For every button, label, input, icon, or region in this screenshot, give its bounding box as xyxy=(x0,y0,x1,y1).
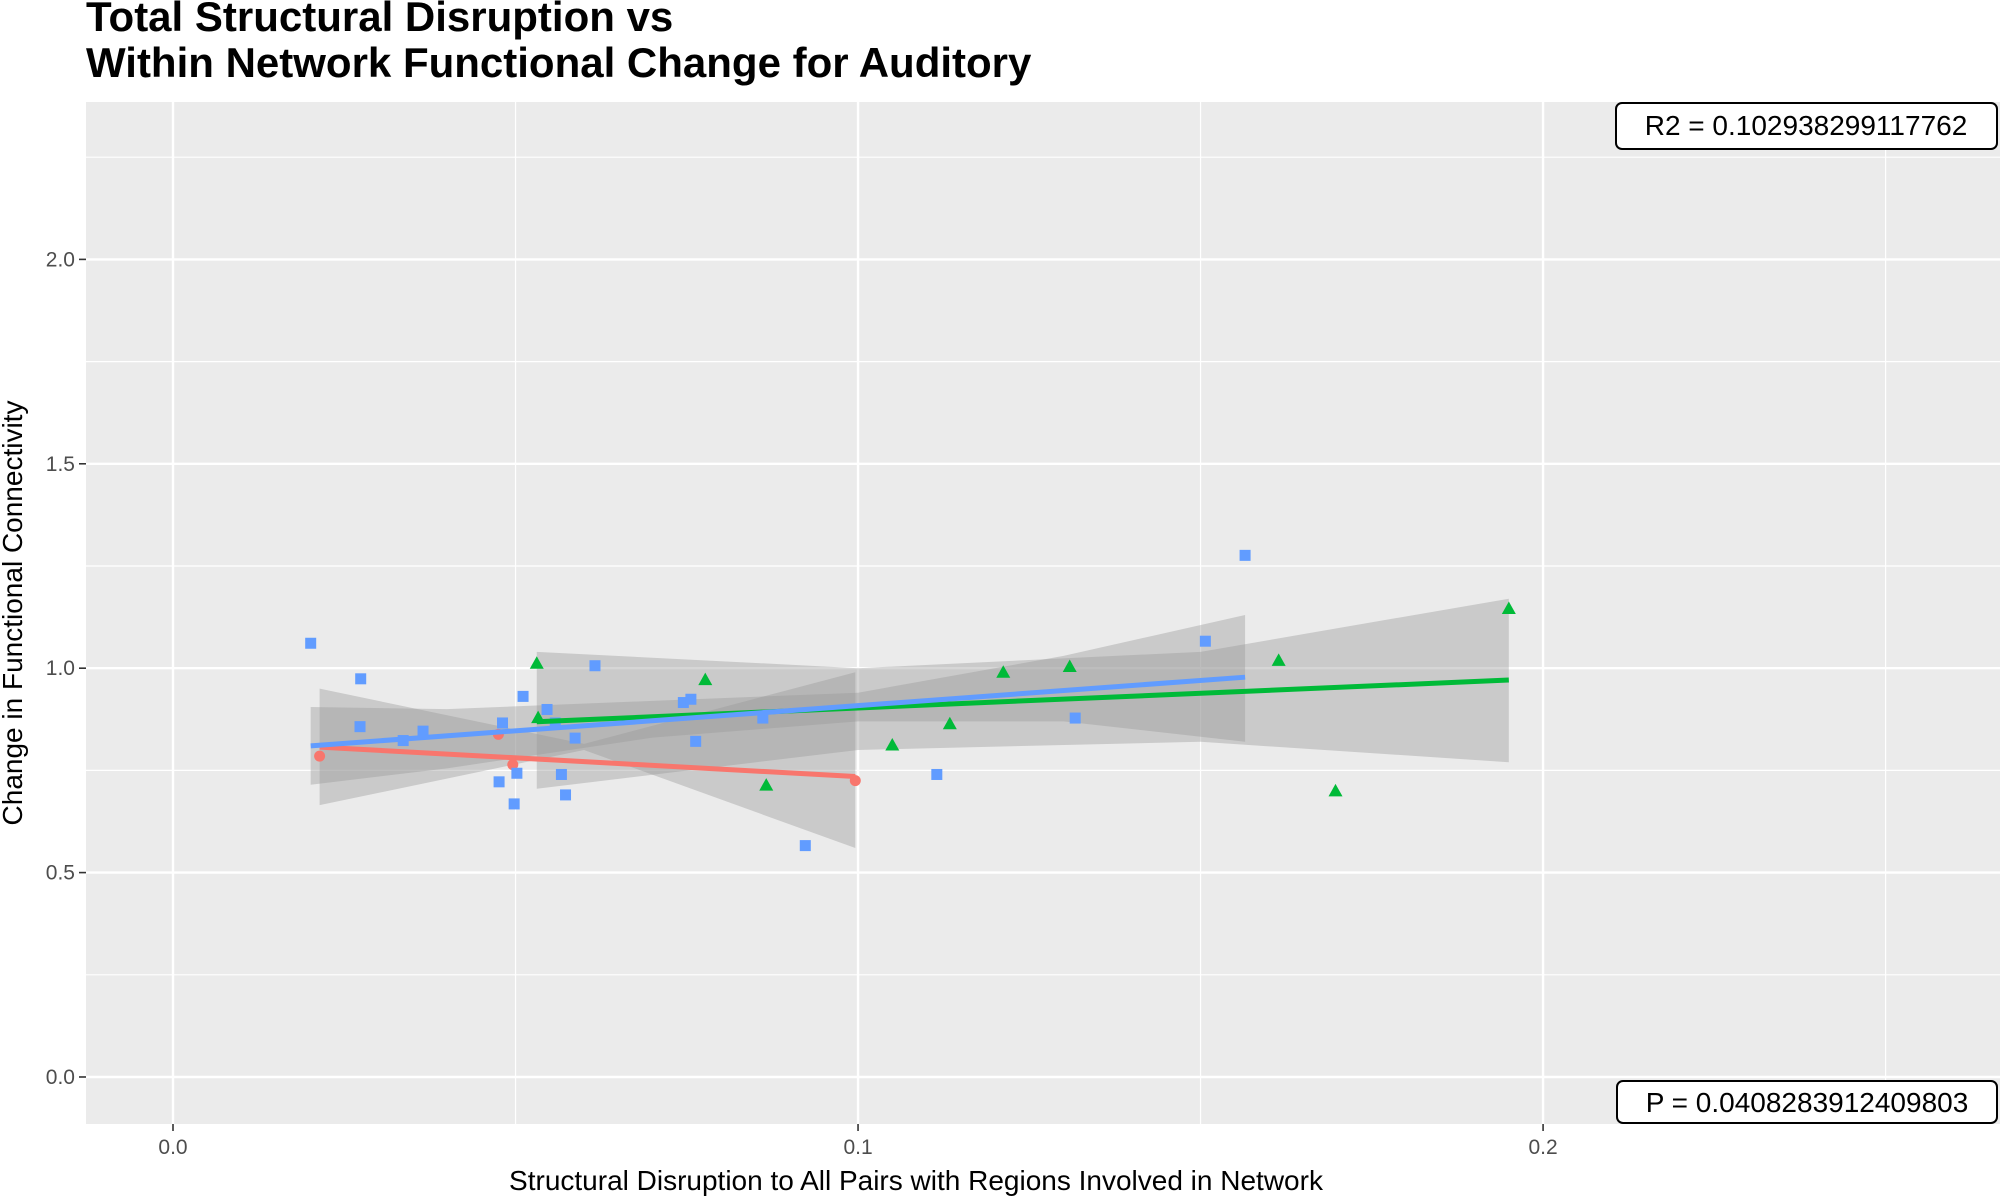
p-annotation-text: P = 0.0408283912409803 xyxy=(1646,1087,1969,1118)
data-point xyxy=(511,767,523,779)
chart-title-line-2: Within Network Functional Change for Aud… xyxy=(86,39,1032,86)
data-point xyxy=(497,717,509,729)
data-point xyxy=(589,660,601,672)
data-point xyxy=(1069,712,1081,724)
x-axis-title: Structural Disruption to All Pairs with … xyxy=(509,1165,1324,1196)
data-point xyxy=(942,716,957,730)
data-point xyxy=(560,789,572,801)
minor-gridlines xyxy=(86,102,2000,1124)
data-point xyxy=(1328,783,1343,797)
p-annotation: P = 0.0408283912409803 xyxy=(1616,1080,1998,1124)
data-point xyxy=(996,665,1011,678)
data-point xyxy=(757,712,769,724)
data-point xyxy=(1501,601,1516,615)
r2-annotation-text: R2 = 0.102938299117762 xyxy=(1645,110,1968,141)
x-tick-label: 0.1 xyxy=(843,1136,872,1159)
data-point xyxy=(305,637,317,649)
y-tick-label: 0.0 xyxy=(46,1066,75,1089)
y-tick-label: 2.0 xyxy=(46,248,75,271)
y-tick-label: 1.5 xyxy=(46,453,75,476)
data-point xyxy=(1271,653,1286,666)
data-point xyxy=(417,725,429,737)
data-point xyxy=(931,768,943,780)
chart-title-line-1: Total Structural Disruption vs xyxy=(86,0,674,40)
p-annotation-box xyxy=(1616,1080,1998,1124)
data-point xyxy=(885,738,900,751)
data-point xyxy=(507,759,519,771)
data-point xyxy=(508,798,520,810)
data-point xyxy=(569,732,581,744)
data-point xyxy=(355,673,367,685)
x-tick-label: 0.2 xyxy=(1528,1136,1557,1159)
plot-panel xyxy=(86,102,2000,1124)
data-point xyxy=(517,690,529,702)
y-axis-title: Change in Functional Connectivity xyxy=(0,401,28,826)
data-point xyxy=(354,721,366,733)
data-point xyxy=(493,776,505,788)
data-point xyxy=(1199,635,1211,647)
r2-annotation-box xyxy=(1615,102,1998,150)
data-point xyxy=(541,703,553,715)
data-point xyxy=(799,840,811,852)
data-point xyxy=(685,693,697,705)
data-point xyxy=(690,735,702,747)
fit-line xyxy=(536,677,1509,725)
data-point xyxy=(529,656,544,669)
chart-title: Total Structural Disruption vs Within Ne… xyxy=(86,0,1031,86)
y-tick-label: 1.0 xyxy=(46,657,75,680)
major-gridlines xyxy=(86,102,2000,1124)
y-tick-label: 0.5 xyxy=(46,862,75,885)
data-point xyxy=(698,672,713,686)
data-point xyxy=(759,778,774,791)
data-point xyxy=(1062,659,1077,673)
confidence-band xyxy=(310,615,1246,785)
x-axis-ticks: 0.0 0.1 0.2 xyxy=(158,1124,1558,1159)
fit-line xyxy=(319,744,856,780)
r2-annotation: R2 = 0.102938299117762 xyxy=(1615,102,1998,150)
data-point xyxy=(1239,549,1251,561)
fit-lines xyxy=(310,674,1509,780)
fit-line xyxy=(310,674,1246,749)
data-point xyxy=(555,768,567,780)
y-axis-ticks: 0.0 0.5 1.0 1.5 2.0 xyxy=(46,248,86,1089)
data-point xyxy=(314,750,326,762)
data-point xyxy=(677,697,689,709)
x-tick-label: 0.0 xyxy=(158,1136,187,1159)
